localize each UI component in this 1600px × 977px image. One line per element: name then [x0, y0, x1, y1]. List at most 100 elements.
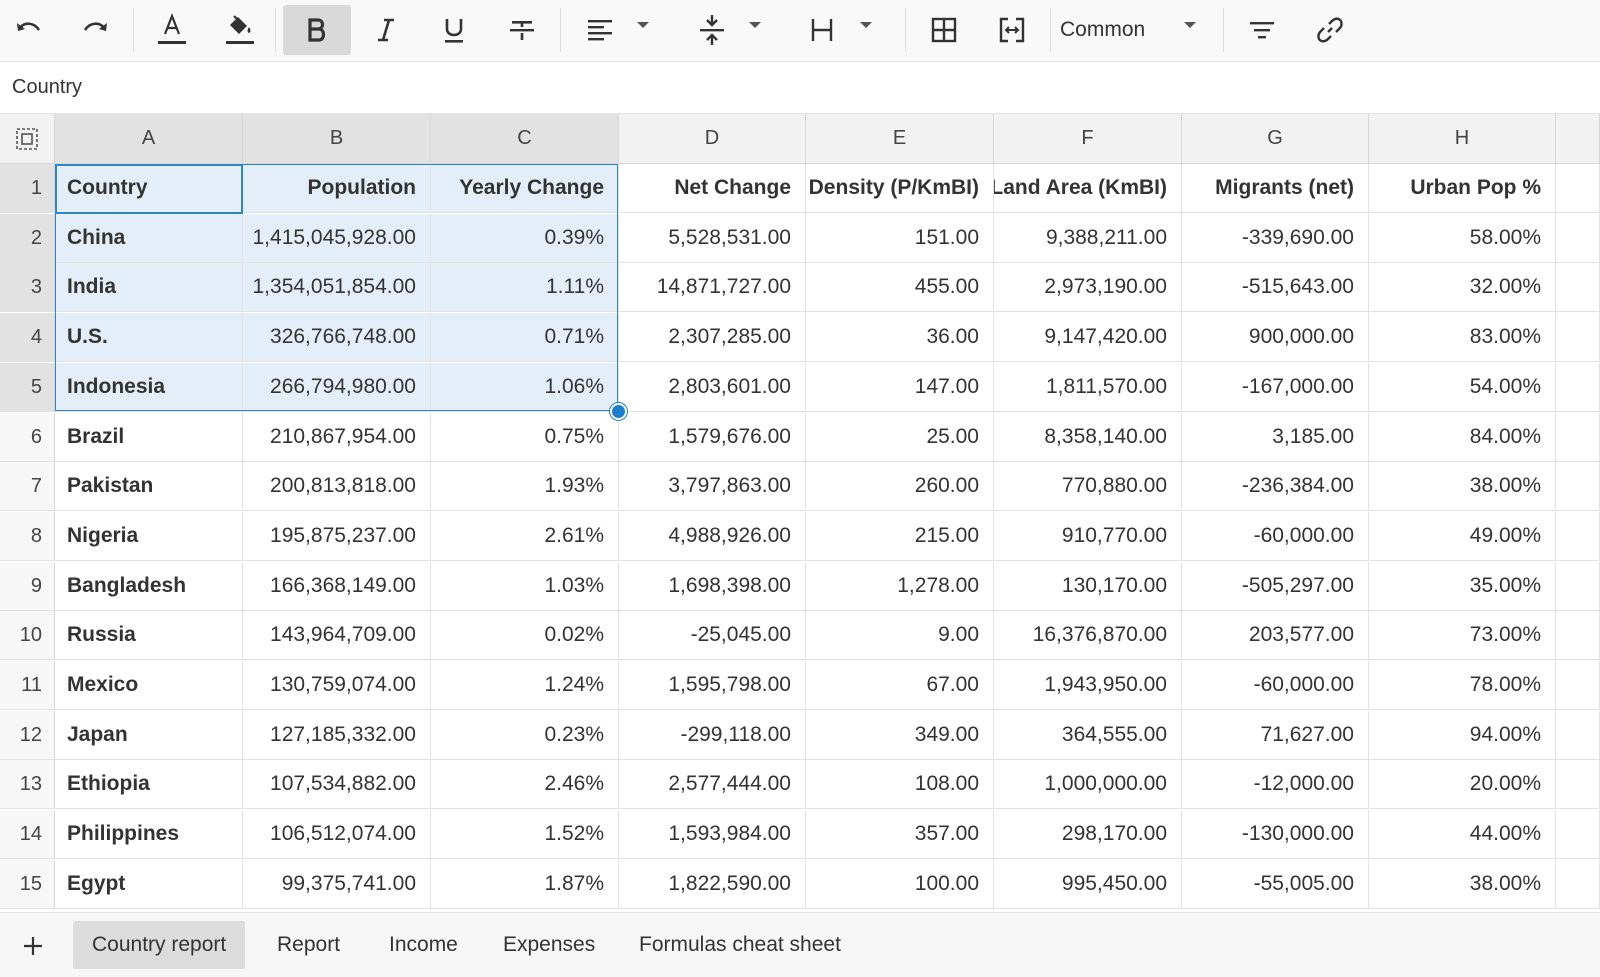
table-cell[interactable]: 0.02% — [431, 611, 619, 660]
table-cell[interactable]: 94.00% — [1369, 711, 1556, 760]
empty-cell[interactable] — [1556, 313, 1600, 362]
column-header-f[interactable]: F — [994, 114, 1182, 164]
table-cell[interactable]: 2,973,190.00 — [994, 263, 1182, 312]
table-cell[interactable]: -299,118.00 — [619, 711, 806, 760]
table-cell[interactable]: 99,375,741.00 — [243, 860, 431, 909]
header-cell[interactable]: Net Change — [619, 164, 806, 213]
table-cell[interactable]: Brazil — [55, 413, 243, 462]
sheet-tab[interactable]: Report — [277, 933, 341, 956]
table-cell[interactable]: 130,759,074.00 — [243, 661, 431, 710]
table-cell[interactable]: 73.00% — [1369, 611, 1556, 660]
table-cell[interactable]: -505,297.00 — [1182, 562, 1369, 611]
column-header-e[interactable]: E — [806, 114, 994, 164]
table-cell[interactable]: 910,770.00 — [994, 512, 1182, 561]
table-cell[interactable]: 166,368,149.00 — [243, 562, 431, 611]
empty-cell[interactable] — [1556, 512, 1600, 561]
table-cell[interactable]: 1,593,984.00 — [619, 810, 806, 859]
table-cell[interactable]: Mexico — [55, 661, 243, 710]
fill-handle[interactable] — [610, 403, 627, 420]
header-cell[interactable]: Population — [243, 164, 431, 213]
row-header[interactable]: 12 — [0, 711, 55, 760]
table-cell[interactable]: 84.00% — [1369, 413, 1556, 462]
table-cell[interactable]: 9.00 — [806, 611, 994, 660]
row-header[interactable]: 8 — [0, 512, 55, 561]
table-cell[interactable]: U.S. — [55, 313, 243, 362]
horizontal-align-button[interactable] — [575, 5, 625, 55]
table-cell[interactable]: 1,822,590.00 — [619, 860, 806, 909]
table-cell[interactable]: 36.00 — [806, 313, 994, 362]
table-cell[interactable]: -55,005.00 — [1182, 860, 1369, 909]
table-cell[interactable]: 38.00% — [1369, 860, 1556, 909]
table-cell[interactable]: 2.61% — [431, 512, 619, 561]
table-cell[interactable]: 3,185.00 — [1182, 413, 1369, 462]
table-cell[interactable]: 1.93% — [431, 462, 619, 511]
table-cell[interactable]: 1.11% — [431, 263, 619, 312]
redo-button[interactable] — [76, 5, 116, 55]
table-cell[interactable]: 32.00% — [1369, 263, 1556, 312]
table-cell[interactable]: 1,943,950.00 — [994, 661, 1182, 710]
table-cell[interactable]: -25,045.00 — [619, 611, 806, 660]
header-cell[interactable]: Density (P/KmBI) — [806, 164, 994, 213]
table-cell[interactable]: 9,147,420.00 — [994, 313, 1182, 362]
formula-bar[interactable]: Country — [0, 62, 1600, 114]
chevron-down-icon[interactable] — [860, 22, 872, 28]
table-cell[interactable]: 900,000.00 — [1182, 313, 1369, 362]
column-header-b[interactable]: B — [243, 114, 431, 164]
table-cell[interactable]: 14,871,727.00 — [619, 263, 806, 312]
empty-cell[interactable] — [1556, 562, 1600, 611]
table-cell[interactable]: 995,450.00 — [994, 860, 1182, 909]
table-cell[interactable]: 3,797,863.00 — [619, 462, 806, 511]
table-cell[interactable]: Egypt — [55, 860, 243, 909]
table-cell[interactable]: 364,555.00 — [994, 711, 1182, 760]
table-cell[interactable]: Philippines — [55, 810, 243, 859]
table-cell[interactable]: 108.00 — [806, 760, 994, 809]
table-cell[interactable]: 349.00 — [806, 711, 994, 760]
strikethrough-button[interactable] — [500, 5, 544, 55]
empty-cell[interactable] — [1556, 711, 1600, 760]
sheet-tab[interactable]: Country report — [73, 921, 246, 969]
table-cell[interactable]: Pakistan — [55, 462, 243, 511]
table-cell[interactable]: 1,811,570.00 — [994, 363, 1182, 412]
borders-button[interactable] — [922, 5, 966, 55]
row-header[interactable]: 14 — [0, 810, 55, 859]
table-cell[interactable]: 195,875,237.00 — [243, 512, 431, 561]
table-cell[interactable]: -236,384.00 — [1182, 462, 1369, 511]
table-cell[interactable]: 1,000,000.00 — [994, 760, 1182, 809]
table-cell[interactable]: 1.03% — [431, 562, 619, 611]
column-header-a[interactable]: A — [55, 114, 243, 164]
bold-button[interactable] — [283, 5, 351, 55]
table-cell[interactable]: 67.00 — [806, 661, 994, 710]
undo-button[interactable] — [8, 5, 48, 55]
merge-cells-button[interactable] — [990, 5, 1034, 55]
table-cell[interactable]: 326,766,748.00 — [243, 313, 431, 362]
row-header[interactable]: 15 — [0, 860, 55, 909]
table-cell[interactable]: 78.00% — [1369, 661, 1556, 710]
table-cell[interactable]: 455.00 — [806, 263, 994, 312]
table-cell[interactable]: 58.00% — [1369, 214, 1556, 263]
row-header[interactable]: 13 — [0, 760, 55, 809]
table-cell[interactable]: Ethiopia — [55, 760, 243, 809]
table-cell[interactable]: India — [55, 263, 243, 312]
filter-button[interactable] — [1240, 5, 1284, 55]
table-cell[interactable]: 25.00 — [806, 413, 994, 462]
row-header[interactable]: 2 — [0, 214, 55, 263]
table-cell[interactable]: -12,000.00 — [1182, 760, 1369, 809]
fill-color-button[interactable] — [218, 5, 262, 55]
table-cell[interactable]: 210,867,954.00 — [243, 413, 431, 462]
table-cell[interactable]: 4,988,926.00 — [619, 512, 806, 561]
empty-cell[interactable] — [1556, 462, 1600, 511]
table-cell[interactable]: 298,170.00 — [994, 810, 1182, 859]
table-cell[interactable]: -167,000.00 — [1182, 363, 1369, 412]
table-cell[interactable]: 357.00 — [806, 810, 994, 859]
chevron-down-icon[interactable] — [637, 22, 649, 28]
header-cell[interactable]: Urban Pop % — [1369, 164, 1556, 213]
column-header-c[interactable]: C — [431, 114, 619, 164]
text-wrap-button[interactable] — [800, 5, 844, 55]
table-cell[interactable]: Bangladesh — [55, 562, 243, 611]
table-cell[interactable]: 151.00 — [806, 214, 994, 263]
row-header[interactable]: 5 — [0, 363, 55, 412]
table-cell[interactable]: 83.00% — [1369, 313, 1556, 362]
table-cell[interactable]: 0.23% — [431, 711, 619, 760]
table-cell[interactable]: 143,964,709.00 — [243, 611, 431, 660]
table-cell[interactable]: 71,627.00 — [1182, 711, 1369, 760]
